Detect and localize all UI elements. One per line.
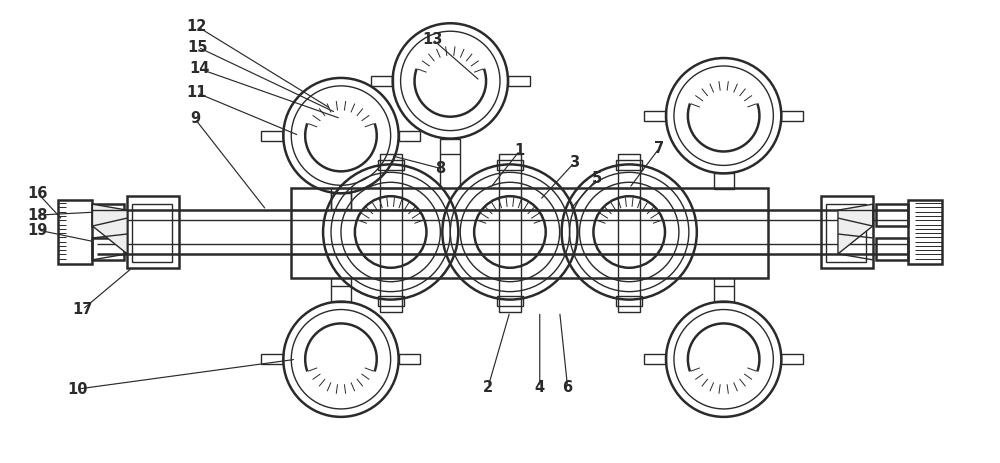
- Bar: [380, 155, 402, 188]
- Text: 4: 4: [535, 380, 545, 394]
- Polygon shape: [92, 204, 127, 254]
- Bar: [876, 204, 908, 226]
- Bar: [499, 155, 521, 188]
- Text: 1: 1: [515, 143, 525, 158]
- Text: 9: 9: [190, 111, 200, 126]
- Polygon shape: [838, 204, 873, 254]
- Text: 14: 14: [190, 62, 210, 76]
- Text: 6: 6: [563, 380, 573, 394]
- Bar: [92, 238, 124, 260]
- Text: 10: 10: [67, 382, 88, 396]
- Text: 15: 15: [188, 40, 208, 55]
- Bar: [644, 111, 666, 121]
- Bar: [378, 160, 404, 170]
- Bar: [714, 173, 734, 189]
- Bar: [261, 354, 283, 364]
- Bar: [399, 354, 420, 364]
- Bar: [291, 188, 768, 278]
- Bar: [378, 295, 404, 306]
- Text: 16: 16: [28, 186, 48, 201]
- Text: 2: 2: [483, 380, 493, 394]
- Bar: [618, 155, 640, 188]
- Bar: [92, 204, 124, 226]
- Bar: [821, 196, 873, 268]
- Text: 8: 8: [435, 161, 445, 176]
- Text: 3: 3: [569, 155, 580, 170]
- Bar: [644, 354, 666, 364]
- Bar: [399, 131, 420, 141]
- Bar: [132, 204, 172, 262]
- Bar: [876, 238, 908, 260]
- Text: 17: 17: [72, 302, 93, 317]
- Text: 5: 5: [592, 171, 603, 186]
- Bar: [127, 196, 179, 268]
- Bar: [508, 76, 530, 86]
- Text: 19: 19: [28, 223, 48, 238]
- Bar: [497, 160, 523, 170]
- Text: 7: 7: [654, 141, 664, 156]
- Bar: [497, 295, 523, 306]
- Bar: [380, 278, 402, 312]
- Text: 12: 12: [187, 19, 207, 34]
- Bar: [826, 204, 866, 262]
- Bar: [58, 200, 92, 264]
- Bar: [261, 131, 283, 141]
- Bar: [714, 286, 734, 301]
- Bar: [371, 76, 393, 86]
- Bar: [616, 295, 642, 306]
- Bar: [616, 160, 642, 170]
- Bar: [331, 193, 351, 209]
- Bar: [781, 111, 803, 121]
- Text: 13: 13: [422, 31, 443, 47]
- Bar: [440, 138, 460, 155]
- Bar: [331, 286, 351, 301]
- Bar: [499, 278, 521, 312]
- Bar: [908, 200, 942, 264]
- Bar: [781, 354, 803, 364]
- Bar: [618, 278, 640, 312]
- Text: 18: 18: [28, 207, 48, 223]
- Text: 11: 11: [187, 85, 207, 100]
